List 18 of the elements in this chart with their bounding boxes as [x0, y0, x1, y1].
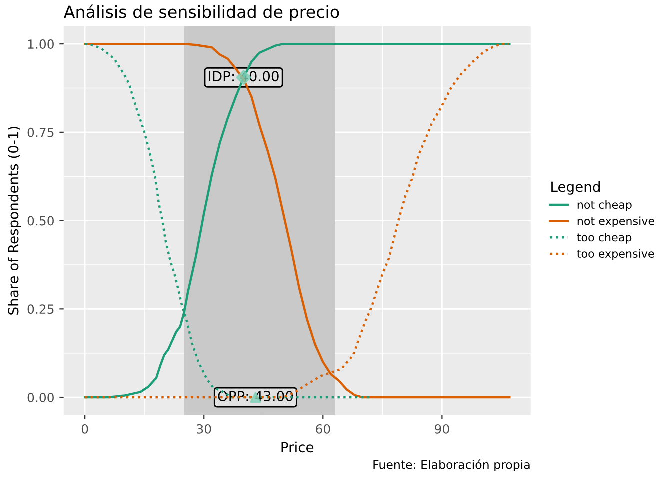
source-note: Fuente: Elaboración propia [374, 460, 530, 472]
legend-title: Legend [552, 181, 600, 195]
legend-label: too cheap [577, 233, 632, 244]
x-tick-label: 60 [316, 424, 330, 434]
legend-label: not expensive [578, 216, 654, 228]
y-tick-label: 0.50 [28, 216, 54, 226]
y-tick-label: 0.75 [28, 128, 54, 138]
chart-title: Análisis de sensibilidad de precio [64, 4, 340, 22]
y-axis-title: Share of Respondents (0-1) [8, 126, 22, 315]
x-tick-label: 30 [197, 424, 212, 434]
x-tick-label: 90 [435, 424, 450, 434]
y-tick-label: 0.00 [28, 393, 54, 402]
legend-label: too expensive [577, 249, 654, 260]
x-tick-label: 0 [82, 424, 88, 434]
legend-label: not cheap [578, 200, 632, 212]
x-axis-title: Price [282, 442, 314, 453]
y-tick-label: 0.25 [28, 304, 54, 314]
y-tick-label: 1.00 [28, 40, 54, 49]
